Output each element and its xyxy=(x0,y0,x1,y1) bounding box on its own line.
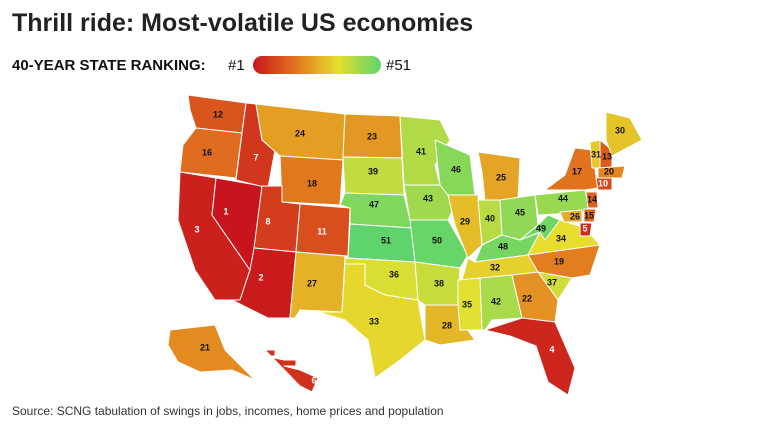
state-rank-label: 23 xyxy=(367,131,377,141)
state xyxy=(317,263,426,379)
state-rank-label: 15 xyxy=(584,210,594,220)
state-rank-label: 19 xyxy=(554,256,564,266)
state xyxy=(559,209,583,223)
title: Thrill ride: Most-volatile US economies xyxy=(12,9,473,37)
state-rank-label: 6 xyxy=(311,375,316,385)
state-rank-label: 49 xyxy=(536,223,546,233)
state-rank-label: 47 xyxy=(369,199,379,209)
state-rank-label: 14 xyxy=(587,194,597,204)
state-rank-label: 25 xyxy=(496,172,506,182)
legend-high-label: #51 xyxy=(386,57,411,74)
state-rank-label: 8 xyxy=(265,216,270,226)
state-rank-label: 37 xyxy=(547,277,557,287)
state-rank-label: 34 xyxy=(556,233,566,243)
state-rank-label: 40 xyxy=(485,213,495,223)
state-rank-label: 2 xyxy=(258,272,263,282)
state-rank-label: 27 xyxy=(307,278,317,288)
state-rank-label: 32 xyxy=(490,262,500,272)
state-rank-label: 21 xyxy=(200,342,210,352)
state-rank-label: 22 xyxy=(522,293,532,303)
state xyxy=(264,349,319,393)
state-rank-label: 13 xyxy=(602,151,612,161)
state-rank-label: 10 xyxy=(598,178,608,188)
state-rank-label: 36 xyxy=(389,269,399,279)
state-rank-label: 20 xyxy=(604,166,614,176)
state-rank-label: 5 xyxy=(582,223,587,233)
state-rank-label: 28 xyxy=(442,320,452,330)
state-rank-label: 29 xyxy=(460,216,470,226)
legend-title: 40-YEAR STATE RANKING: xyxy=(12,57,206,74)
state-rank-label: 48 xyxy=(498,241,508,251)
state-rank-label: 33 xyxy=(369,316,379,326)
state-rank-label: 30 xyxy=(615,125,625,135)
source-note: Source: SCNG tabulation of swings in job… xyxy=(12,404,444,418)
legend-low-label: #1 xyxy=(228,57,245,74)
state-rank-label: 17 xyxy=(572,166,582,176)
state-rank-label: 46 xyxy=(451,164,461,174)
state xyxy=(179,127,243,179)
state xyxy=(167,324,256,381)
state-rank-label: 51 xyxy=(381,235,391,245)
state xyxy=(605,111,643,157)
state-rank-label: 18 xyxy=(307,178,317,188)
state-rank-label: 44 xyxy=(558,193,568,203)
state-rank-label: 11 xyxy=(317,226,327,236)
legend-gradient xyxy=(253,56,381,74)
state-rank-label: 39 xyxy=(368,166,378,176)
state-rank-label: 4 xyxy=(549,344,554,354)
state xyxy=(585,191,599,209)
state-rank-label: 45 xyxy=(515,207,525,217)
map: 1216317241881122723394751363341435038284… xyxy=(167,94,643,396)
state-rank-label: 26 xyxy=(570,211,580,221)
state-rank-label: 7 xyxy=(253,152,258,162)
state xyxy=(583,208,597,223)
state xyxy=(447,194,483,259)
state-rank-label: 12 xyxy=(213,109,223,119)
state-rank-label: 16 xyxy=(202,147,212,157)
state-rank-label: 38 xyxy=(434,278,444,288)
state-rank-label: 35 xyxy=(462,299,472,309)
state-rank-label: 3 xyxy=(194,224,199,234)
state xyxy=(519,214,561,241)
state-rank-label: 1 xyxy=(223,206,228,216)
state-rank-label: 43 xyxy=(423,193,433,203)
state-rank-label: 41 xyxy=(416,146,426,156)
state xyxy=(289,251,346,319)
state-rank-label: 50 xyxy=(432,235,442,245)
state-rank-label: 42 xyxy=(491,296,501,306)
state xyxy=(579,222,593,237)
state xyxy=(409,219,469,269)
state xyxy=(457,277,483,331)
state xyxy=(484,317,576,396)
state xyxy=(339,192,413,229)
state-rank-label: 24 xyxy=(295,128,305,138)
state xyxy=(595,177,613,191)
state-rank-label: 31 xyxy=(591,149,601,159)
state xyxy=(597,165,626,179)
